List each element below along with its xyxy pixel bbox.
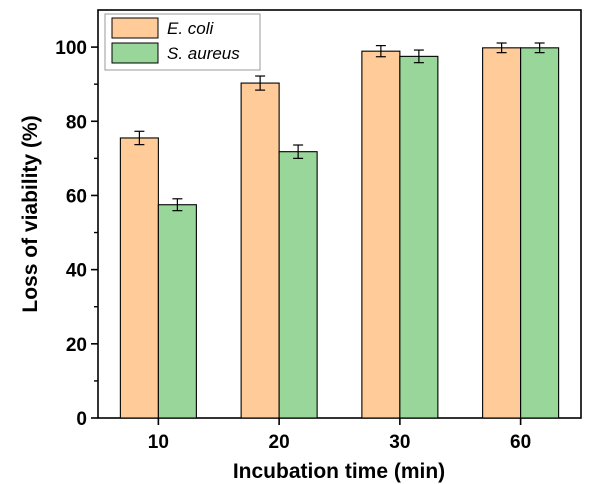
bar [361,50,401,419]
bar [520,47,560,419]
y-tick-label: 80 [66,112,87,133]
legend-swatch [111,42,159,64]
legend-label: E. coli [167,19,215,38]
error-bars [134,42,545,212]
y-tick-label: 20 [66,335,87,356]
legend-swatch [111,17,159,39]
y-tick-label: 60 [66,186,87,207]
y-tick-label: 0 [76,409,87,430]
x-tick-label: 60 [510,432,531,453]
bars [119,47,560,419]
x-tick-label: 10 [148,432,169,453]
bar [157,204,197,419]
y-axis: 0 20 40 60 80 100 [55,38,98,430]
x-tick-label: 30 [389,432,410,453]
x-tick-label: 20 [269,432,290,453]
bar [399,55,439,419]
y-axis-title: Loss of viability (%) [19,115,42,312]
y-tick-label: 40 [66,261,87,282]
bar [278,151,318,419]
bar [482,47,522,419]
y-tick-label: 100 [55,38,87,59]
legend: E. coli S. aureus [104,13,261,71]
plot-frame [97,9,582,419]
x-axis-title: Incubation time (min) [233,460,445,483]
bar [119,137,159,419]
legend-label: S. aureus [167,44,240,63]
x-axis: 10 20 30 60 [148,418,531,453]
axes [97,9,582,419]
bar [240,82,280,419]
